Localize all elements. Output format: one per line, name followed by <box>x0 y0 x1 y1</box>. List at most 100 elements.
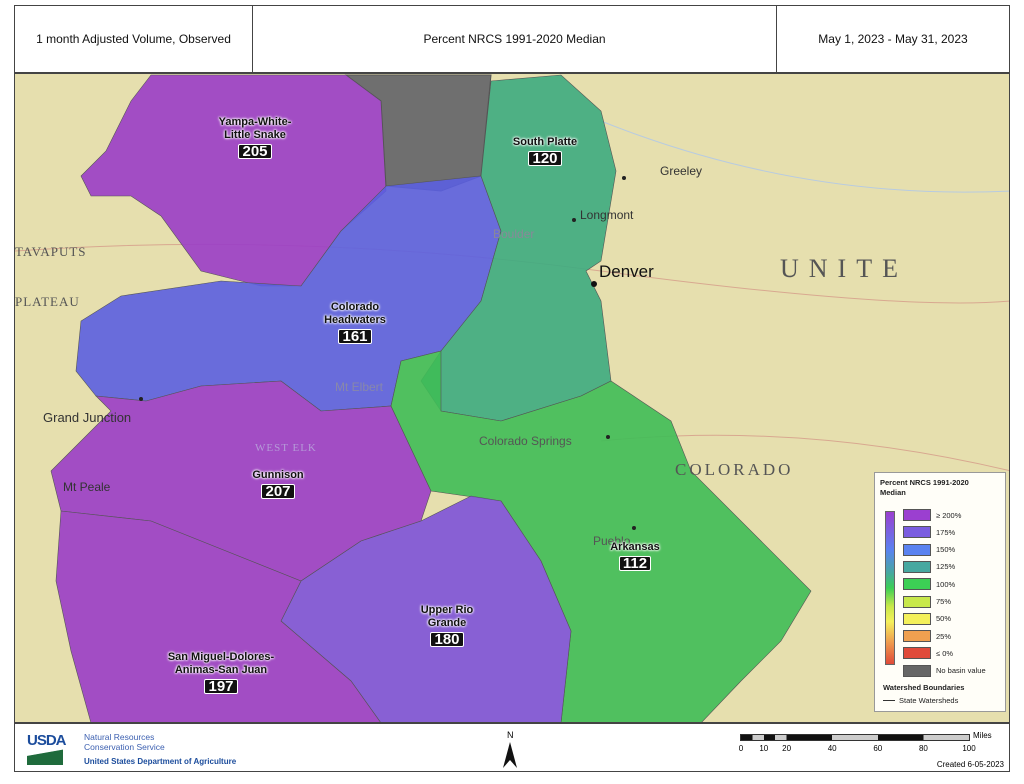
basin-name: Upper Rio Grande <box>420 604 474 629</box>
city-grand-junction: Grand Junction <box>43 410 132 425</box>
city-greeley: Greeley <box>660 164 703 178</box>
legend-label: 125% <box>936 562 956 572</box>
basin-san-miguel-dolores-animas-san-juan[interactable] <box>55 510 381 723</box>
header-date-range: May 1, 2023 - May 31, 2023 <box>776 5 1010 73</box>
basin-name: Colorado Headwaters <box>324 301 386 326</box>
pueblo-marker <box>632 526 636 530</box>
legend-title: Percent NRCS 1991-2020 Median <box>880 478 969 497</box>
agency-line1: Natural Resources <box>84 732 155 742</box>
usda-logo-text: USDA <box>27 732 67 749</box>
river <box>600 120 1009 193</box>
basin-label-colorado-headwaters: Colorado Headwaters 161 <box>315 301 395 345</box>
scale-tick-label: 0 <box>738 744 744 753</box>
legend-item: 25% <box>903 630 952 643</box>
basin-label-arkansas: Arkansas 112 <box>595 541 675 572</box>
basin-value: 197 <box>204 679 238 694</box>
legend-swatch <box>903 664 931 677</box>
legend-swatch <box>903 612 931 625</box>
greeley-marker <box>622 176 626 180</box>
label-west-elk: WEST ELK <box>255 442 317 454</box>
legend-item: 150% <box>903 543 956 556</box>
place-mt-elbert: Mt Elbert <box>335 380 384 394</box>
legend-item: 75% <box>903 595 952 608</box>
legend-label: ≥ 200% <box>936 510 962 520</box>
legend-label: 150% <box>936 545 956 555</box>
label-united-states: UNITE <box>780 254 908 283</box>
basin-value: 161 <box>338 329 372 344</box>
basin-value: 120 <box>528 151 562 166</box>
legend-swatch <box>903 526 931 539</box>
scale-tick-label: 10 <box>759 744 769 753</box>
basin-label-upper-rio-grande: Upper Rio Grande 180 <box>412 604 482 648</box>
legend-label: 50% <box>936 614 952 624</box>
footer: USDA Natural Resources Conservation Servi… <box>14 723 1010 772</box>
basin-name: Arkansas <box>610 541 660 553</box>
legend-color-ramp <box>885 511 895 665</box>
city-denver: Denver <box>599 262 654 281</box>
legend-label: 175% <box>936 527 956 537</box>
legend: Percent NRCS 1991-2020 Median ≥ 200% 175%… <box>874 472 1006 712</box>
map-svg <box>15 74 1009 723</box>
legend-item: 175% <box>903 526 956 539</box>
department-name: United States Department of Agriculture <box>84 757 237 766</box>
legend-boundaries-title: Watershed Boundaries <box>883 683 965 692</box>
city-boulder: Boulder <box>493 227 535 241</box>
north-label: N <box>507 730 514 740</box>
legend-swatch <box>903 595 931 608</box>
basin-label-yampa: Yampa-White-Little Snake 205 <box>210 116 300 160</box>
scale-tick-label: 20 <box>782 744 792 753</box>
legend-label: No basin value <box>936 666 986 676</box>
basin-value: 207 <box>261 484 295 499</box>
agency-line2: Conservation Service <box>84 742 165 752</box>
scale-tick-label: 60 <box>873 744 883 753</box>
legend-swatch <box>903 543 931 556</box>
boundary-label: State Watersheds <box>899 696 959 705</box>
legend-label: 100% <box>936 579 956 589</box>
legend-swatch <box>903 630 931 643</box>
grand-junction-marker <box>139 397 143 401</box>
basin-label-south-platte: South Platte 120 <box>500 136 590 167</box>
legend-item: 100% <box>903 578 956 591</box>
legend-item: ≥ 200% <box>903 509 961 521</box>
header-statistic: Percent NRCS 1991-2020 Median <box>252 5 777 73</box>
legend-swatch <box>903 560 931 573</box>
city-pueblo: Pueblo <box>593 534 631 548</box>
basin-value: 180 <box>430 632 464 647</box>
usda-logo-mark <box>27 749 63 765</box>
place-mt-peale: Mt Peale <box>63 480 111 494</box>
north-arrow-icon <box>503 742 517 768</box>
basin-value: 205 <box>238 144 272 159</box>
scale-tick-label: 80 <box>918 744 928 753</box>
denver-marker <box>591 281 597 287</box>
basin-value: 112 <box>618 556 652 571</box>
created-date: Created 6-05-2023 <box>936 760 1004 769</box>
legend-swatch <box>903 509 931 521</box>
legend-swatch <box>903 578 931 591</box>
basin-name: San Miguel-Dolores-Animas-San Juan <box>167 651 275 676</box>
usda-logo: USDA <box>27 732 67 766</box>
basin-name: Yampa-White-Little Snake <box>218 116 292 141</box>
scale-tick-label: 40 <box>827 744 837 753</box>
scale-unit: Miles <box>973 731 992 740</box>
city-longmont: Longmont <box>580 208 634 222</box>
legend-item: 125% <box>903 560 956 573</box>
label-colorado: COLORADO <box>675 460 794 479</box>
legend-item: ≤ 0% <box>903 647 953 660</box>
header-variable: 1 month Adjusted Volume, Observed <box>14 5 253 73</box>
legend-label: 75% <box>936 597 952 606</box>
legend-label: 25% <box>936 631 952 641</box>
label-plateau: PLATEAU <box>15 294 80 309</box>
legend-swatch <box>903 647 931 660</box>
scale-bar <box>740 734 970 741</box>
basin-name: Gunnison <box>252 469 304 481</box>
legend-boundary-item: State Watersheds <box>883 696 958 705</box>
label-tavaputs: TAVAPUTS <box>15 244 87 259</box>
scale-tick-label: 100 <box>962 744 976 753</box>
map[interactable]: Greeley Longmont Boulder Denver Colorado… <box>14 73 1010 723</box>
city-colorado-springs: Colorado Springs <box>479 434 572 448</box>
colorado-springs-marker <box>606 435 610 439</box>
longmont-marker <box>572 218 576 222</box>
legend-item: 50% <box>903 612 952 625</box>
basin-label-san-miguel: San Miguel-Dolores-Animas-San Juan 197 <box>166 651 276 695</box>
basin-label-gunnison: Gunnison 207 <box>238 469 318 500</box>
